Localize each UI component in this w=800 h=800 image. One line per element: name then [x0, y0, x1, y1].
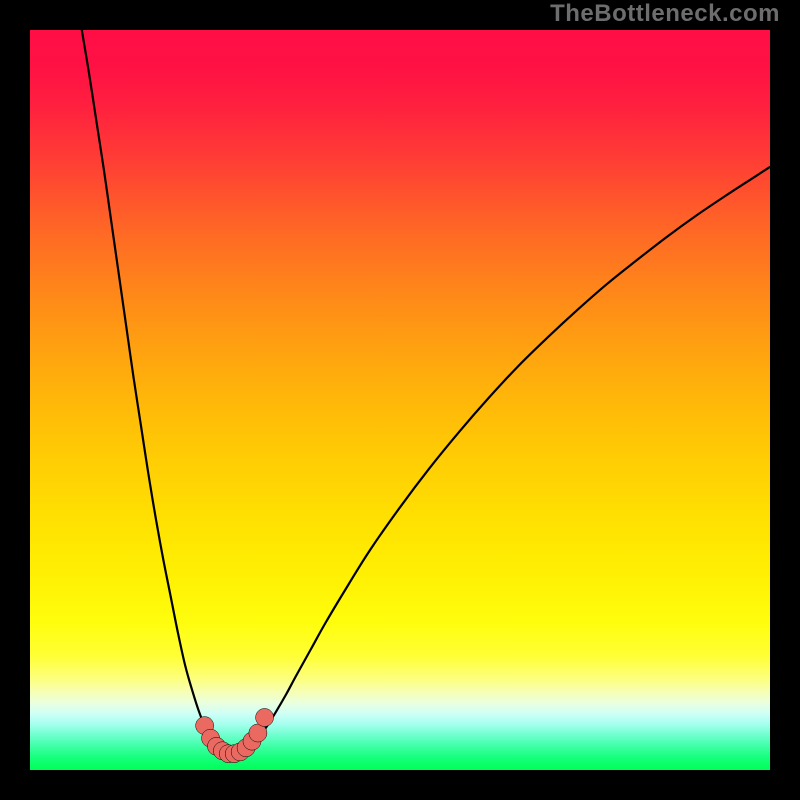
plot-svg: [30, 30, 770, 770]
chart-frame: TheBottleneck.com: [0, 0, 800, 800]
gradient-background: [30, 30, 770, 770]
marker-point: [256, 708, 274, 726]
watermark-text: TheBottleneck.com: [550, 0, 780, 28]
plot-area: [30, 30, 770, 770]
